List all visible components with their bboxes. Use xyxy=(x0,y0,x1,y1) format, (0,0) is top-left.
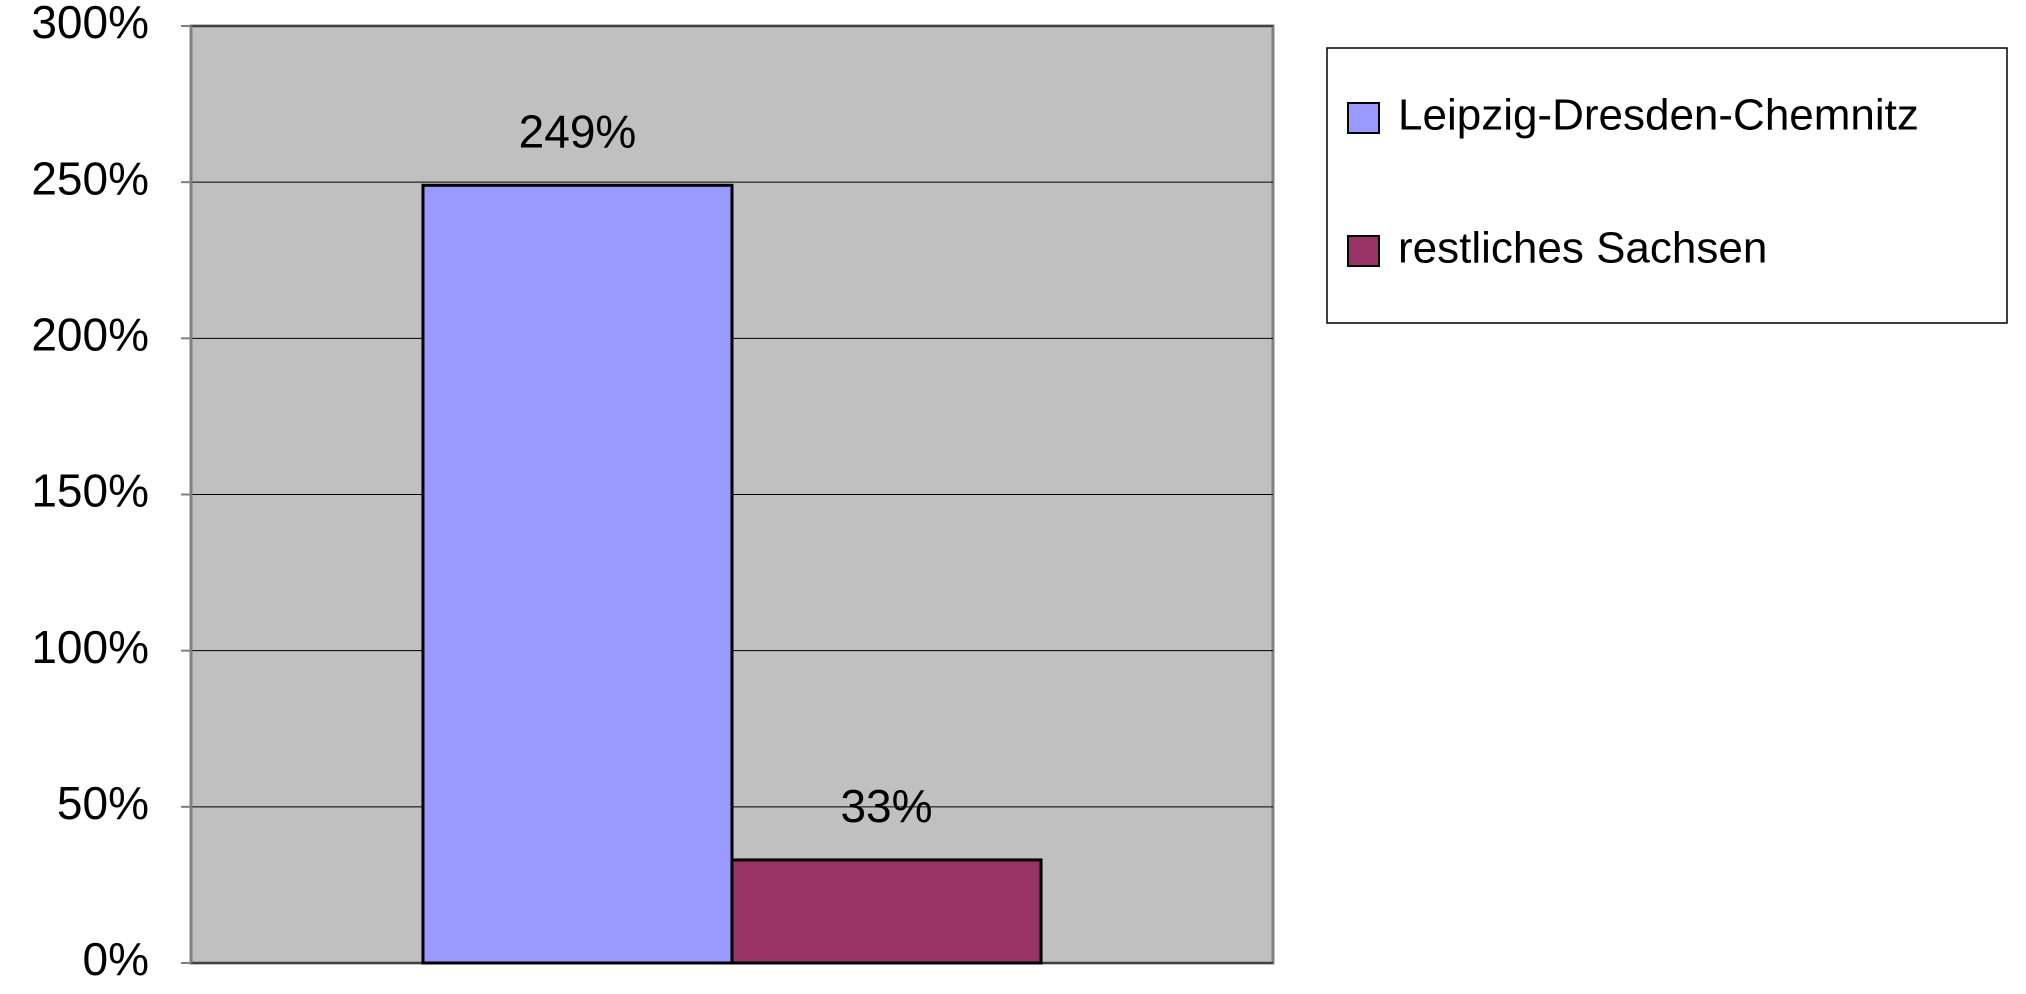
bar xyxy=(421,183,734,965)
y-tick-label: 50% xyxy=(57,777,149,829)
bar xyxy=(730,858,1043,965)
y-tick-label: 200% xyxy=(31,308,149,360)
legend-label: Leipzig-Dresden-Chemnitz xyxy=(1398,91,1919,140)
legend-label: restliches Sachsen xyxy=(1398,224,1767,273)
legend xyxy=(1326,47,2008,324)
data-label: 33% xyxy=(840,780,932,832)
y-tick-label: 250% xyxy=(31,152,149,204)
legend-swatch xyxy=(1347,102,1380,134)
y-tick-label: 300% xyxy=(31,0,149,48)
y-tick-label: 100% xyxy=(31,621,149,673)
y-tick-label: 150% xyxy=(31,465,149,517)
y-tick-label: 0% xyxy=(83,933,149,985)
data-label: 249% xyxy=(519,105,637,157)
legend-swatch xyxy=(1347,235,1380,267)
